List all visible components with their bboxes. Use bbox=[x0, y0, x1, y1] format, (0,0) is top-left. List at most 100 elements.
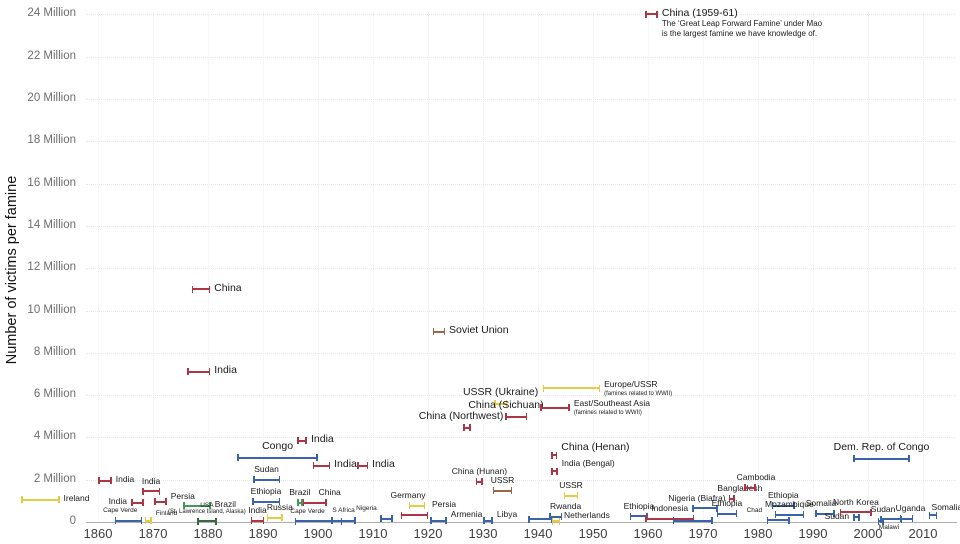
x-gridline bbox=[428, 12, 429, 522]
famine-marker-cap bbox=[793, 502, 795, 510]
famine-marker-cap bbox=[312, 462, 314, 470]
x-tick-label: 1930 bbox=[468, 526, 498, 541]
famine-marker-line bbox=[728, 497, 735, 500]
famine-marker-line bbox=[253, 478, 281, 481]
famine-marker-line bbox=[187, 370, 211, 373]
famine-marker bbox=[297, 499, 303, 507]
famine-marker bbox=[483, 517, 493, 525]
famine-label: Persia bbox=[170, 491, 195, 502]
y-tick-label: 8 Million bbox=[33, 345, 76, 358]
y-tick-label: 14 Million bbox=[27, 218, 76, 231]
famine-marker-cap bbox=[278, 476, 281, 484]
y-gridline bbox=[86, 352, 956, 354]
famine-marker-cap bbox=[672, 517, 675, 525]
famine-marker-cap bbox=[400, 511, 402, 519]
famine-marker-cap bbox=[408, 502, 411, 510]
famine-marker-line bbox=[252, 500, 281, 503]
famine-marker-cap bbox=[551, 467, 553, 475]
x-tick-label: 1860 bbox=[83, 526, 113, 541]
famine-label: Ethiopia bbox=[767, 490, 799, 501]
famine-marker-line bbox=[154, 500, 167, 503]
famine-marker bbox=[877, 517, 884, 525]
famine-label: Cape Verde bbox=[290, 507, 325, 515]
famine-marker-cap bbox=[771, 502, 774, 510]
famine-label: Cambodia bbox=[736, 472, 776, 483]
famine-marker-line bbox=[645, 13, 658, 16]
y-gridline bbox=[86, 395, 956, 397]
x-tick-label: 1970 bbox=[688, 526, 718, 541]
famine-marker-line bbox=[483, 519, 493, 522]
famine-marker bbox=[187, 368, 211, 376]
y-gridline bbox=[86, 437, 956, 439]
famine-marker-cap bbox=[839, 508, 842, 516]
famine-marker-cap bbox=[305, 437, 307, 445]
famine-marker-cap bbox=[253, 476, 255, 484]
famine-marker-cap bbox=[692, 504, 694, 512]
famine-marker bbox=[131, 499, 144, 507]
famine-marker-line bbox=[839, 511, 872, 514]
famine-marker-cap bbox=[297, 437, 299, 445]
famine-marker-line bbox=[400, 514, 428, 517]
famine-marker-cap bbox=[250, 517, 253, 525]
famine-marker-cap bbox=[331, 517, 333, 525]
famine-marker-line bbox=[331, 519, 356, 522]
famine-marker-cap bbox=[483, 517, 485, 525]
famine-marker-line bbox=[551, 470, 558, 473]
y-gridline bbox=[86, 479, 956, 481]
famine-marker-cap bbox=[423, 502, 426, 510]
x-tick-label: 2000 bbox=[853, 526, 883, 541]
famine-marker-cap bbox=[551, 451, 553, 459]
x-gridline bbox=[538, 12, 539, 522]
famine-marker bbox=[542, 384, 601, 392]
x-gridline bbox=[648, 12, 649, 522]
famine-marker-line bbox=[131, 501, 144, 504]
famine-marker-cap bbox=[563, 492, 566, 500]
famine-marker bbox=[144, 517, 152, 525]
x-tick-label: 1890 bbox=[248, 526, 278, 541]
famine-marker-cap bbox=[262, 517, 265, 525]
famine-marker-cap bbox=[197, 517, 199, 525]
famine-marker-cap bbox=[252, 498, 254, 506]
famine-marker-line bbox=[250, 519, 265, 522]
x-tick-label: 1980 bbox=[743, 526, 773, 541]
famine-marker-line bbox=[853, 516, 860, 519]
x-tick-label: 1940 bbox=[523, 526, 553, 541]
x-axis-line bbox=[86, 522, 957, 523]
y-tick-label: 18 Million bbox=[27, 134, 76, 147]
famine-marker bbox=[380, 515, 393, 523]
famine-marker-cap bbox=[558, 517, 560, 525]
famine-sublabel: (famines related to WWII) bbox=[573, 410, 642, 417]
famine-marker-line bbox=[297, 501, 303, 504]
y-gridline bbox=[86, 268, 956, 270]
famine-marker-cap bbox=[58, 496, 60, 504]
y-gridline bbox=[86, 99, 956, 101]
famine-label: Mozambique bbox=[765, 499, 814, 510]
famine-marker-cap bbox=[728, 495, 731, 503]
famine-marker-cap bbox=[475, 478, 478, 486]
famine-label: Nigeria bbox=[356, 505, 377, 513]
famine-marker bbox=[551, 467, 558, 475]
famine-marker-cap bbox=[858, 513, 860, 521]
famine-label: Ethiopia bbox=[711, 498, 743, 509]
famine-marker-cap bbox=[870, 508, 872, 516]
famine-marker-cap bbox=[542, 384, 545, 392]
famine-marker-cap bbox=[237, 454, 239, 461]
y-gridline bbox=[86, 14, 956, 16]
famine-marker-line bbox=[21, 498, 60, 501]
famine-marker bbox=[312, 462, 331, 470]
famine-marker bbox=[253, 476, 281, 484]
y-tick-label: 4 Million bbox=[33, 430, 76, 443]
famine-marker-cap bbox=[302, 499, 305, 507]
famine-marker bbox=[250, 517, 265, 525]
famine-label: Indonesia bbox=[651, 503, 689, 514]
famine-marker bbox=[766, 516, 790, 524]
y-gridline bbox=[86, 183, 956, 185]
famine-label: Brazil bbox=[214, 498, 237, 509]
x-gridline bbox=[593, 12, 594, 522]
famine-marker bbox=[331, 517, 356, 525]
famine-marker-cap bbox=[266, 514, 269, 522]
famine-marker-cap bbox=[645, 10, 647, 18]
y-tick-label: 0 bbox=[69, 515, 76, 527]
famine-marker bbox=[494, 400, 508, 408]
x-gridline bbox=[153, 12, 154, 522]
